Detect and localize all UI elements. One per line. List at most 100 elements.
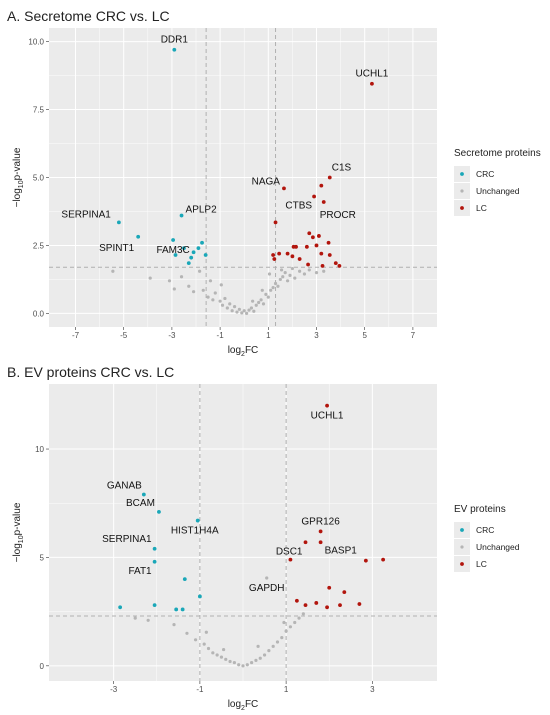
point-unchanged <box>218 299 222 303</box>
point-crc <box>171 238 176 242</box>
x-tick-label: 3 <box>314 331 319 340</box>
point-unchanged <box>219 655 224 659</box>
panel-a-title: A. Secretome CRC vs. LC <box>7 8 170 24</box>
point-unchanged <box>288 625 293 629</box>
point-unchanged <box>232 660 236 665</box>
y-tick-label: 10 <box>35 445 44 454</box>
point-unchanged <box>211 298 215 302</box>
point-unchanged <box>322 269 326 273</box>
point-unchanged <box>264 292 268 296</box>
point-lc <box>327 175 332 180</box>
x-tick-label: 3 <box>370 685 375 694</box>
x-axis-label: log2FC <box>228 699 259 712</box>
legend-marker <box>460 562 464 566</box>
point-lc <box>320 263 325 268</box>
protein-label: SPINT1 <box>99 243 134 254</box>
point-lc <box>327 585 332 590</box>
legend-marker <box>460 189 464 193</box>
point-unchanged <box>314 271 319 275</box>
point-lc <box>319 183 324 188</box>
point-unchanged <box>262 653 267 657</box>
point-unchanged <box>279 268 284 272</box>
point-lc <box>326 240 331 245</box>
point-lc <box>321 200 326 204</box>
point-crc <box>203 253 208 257</box>
point-unchanged <box>232 305 237 309</box>
legend-label: Unchanged <box>476 542 520 552</box>
point-unchanged <box>282 620 286 625</box>
point-crc <box>186 261 191 266</box>
y-tick-label: 5 <box>40 553 45 562</box>
panel-b: B. EV proteins CRC vs. LC -3 -1 1 3 0 5 10 UCHL… <box>7 364 520 712</box>
y-axis-label: −log10p-value <box>12 147 25 207</box>
point-lc <box>337 263 342 268</box>
point-unchanged <box>241 664 245 668</box>
point-lc <box>317 234 321 238</box>
protein-label: GPR126 <box>301 516 340 527</box>
point-unchanged <box>111 269 115 273</box>
point-unchanged <box>167 279 172 283</box>
point-unchanged <box>258 656 262 660</box>
y-tick-label: 7.5 <box>33 106 45 115</box>
point-lc <box>333 261 338 266</box>
point-lc <box>318 529 323 534</box>
protein-label: DDR1 <box>161 35 189 46</box>
protein-label: APLP2 <box>186 205 218 216</box>
point-crc <box>196 246 201 251</box>
point-lc <box>273 220 278 225</box>
point-crc <box>189 255 194 260</box>
x-tick-label: 1 <box>266 331 271 340</box>
legend-marker <box>460 206 464 210</box>
point-unchanged <box>204 630 208 634</box>
point-unchanged <box>146 618 150 622</box>
point-crc <box>195 518 200 523</box>
point-crc <box>157 510 161 514</box>
x-tick-label: -1 <box>196 685 204 694</box>
point-crc <box>118 605 123 610</box>
point-lc <box>318 540 323 545</box>
point-crc <box>141 492 146 497</box>
point-lc <box>381 557 386 562</box>
point-lc <box>370 81 374 86</box>
x-tick-label: -7 <box>72 331 80 340</box>
legend-title: EV proteins <box>454 504 506 515</box>
point-unchanged <box>133 616 137 620</box>
legend-marker <box>460 528 464 532</box>
point-unchanged <box>290 266 295 271</box>
point-unchanged <box>237 307 241 311</box>
y-tick-label: 10.0 <box>28 38 44 47</box>
point-unchanged <box>251 299 255 303</box>
point-unchanged <box>219 283 223 287</box>
point-lc <box>282 186 286 191</box>
point-unchanged <box>193 638 198 642</box>
legend-title: Secretome proteins <box>454 148 541 159</box>
point-unchanged <box>185 631 189 635</box>
point-unchanged <box>215 653 219 657</box>
legend-marker <box>460 545 464 549</box>
point-lc <box>272 257 277 261</box>
protein-label: C1S <box>332 163 352 174</box>
legend-label: Unchanged <box>476 186 520 196</box>
point-unchanged <box>293 620 297 625</box>
point-crc <box>116 220 121 225</box>
x-tick-label: -1 <box>217 331 225 340</box>
point-unchanged <box>224 657 228 661</box>
protein-label: UCHL1 <box>311 411 344 422</box>
point-lc <box>294 598 299 603</box>
protein-label: SERPINA1 <box>102 534 152 545</box>
point-unchanged <box>275 640 280 644</box>
point-unchanged <box>261 302 266 306</box>
point-unchanged <box>211 651 215 655</box>
protein-label: CTBS <box>285 201 312 212</box>
protein-label: NAGA <box>252 176 281 187</box>
protein-label: FAT1 <box>128 566 152 577</box>
point-unchanged <box>245 311 249 316</box>
point-crc <box>179 213 184 218</box>
point-unchanged <box>187 284 191 288</box>
legend-label: CRC <box>476 169 494 179</box>
point-unchanged <box>202 642 206 646</box>
point-unchanged <box>288 273 292 277</box>
point-unchanged <box>208 279 213 283</box>
point-unchanged <box>266 295 270 299</box>
